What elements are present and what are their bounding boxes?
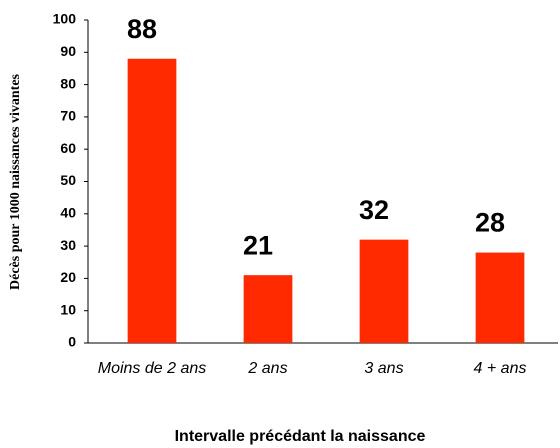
y-tick-label: 70 — [60, 108, 76, 124]
x-tick-label: 3 ans — [364, 360, 404, 377]
y-tick-label: 80 — [60, 75, 76, 91]
data-label: 32 — [359, 195, 389, 225]
bar — [359, 239, 409, 343]
x-tick-label-box: Moins de 2 ans — [97, 360, 207, 377]
y-tick-label: 10 — [60, 301, 76, 317]
bar — [243, 275, 293, 343]
y-tick-label: 40 — [60, 205, 76, 221]
x-tick-label-box: 3 ans — [364, 360, 404, 377]
y-tick-label: 100 — [53, 11, 77, 27]
y-tick-label: 0 — [68, 334, 76, 350]
y-tick-label: 90 — [60, 43, 76, 59]
data-label: 28 — [475, 208, 505, 238]
y-tick-label: 60 — [60, 140, 76, 156]
bar — [475, 252, 525, 343]
data-label: 88 — [127, 14, 157, 44]
x-tick-label: 4 + ans — [473, 360, 527, 377]
x-axis-title: Intervalle précédant la naissance — [175, 428, 426, 445]
x-tick-label-box: 2 ans — [248, 360, 288, 377]
x-tick-label-box: 4 + ans — [473, 360, 527, 377]
y-tick-label: 30 — [60, 237, 76, 253]
data-label: 21 — [243, 230, 273, 260]
y-axis-title: Décès pour 1000 naissances vivantes — [8, 73, 23, 290]
y-tick-label: 20 — [60, 269, 76, 285]
x-tick-label: Moins de 2 ans — [97, 360, 207, 377]
x-tick-label: 2 ans — [248, 360, 288, 377]
bar — [127, 58, 177, 343]
y-tick-label: 50 — [60, 172, 76, 188]
